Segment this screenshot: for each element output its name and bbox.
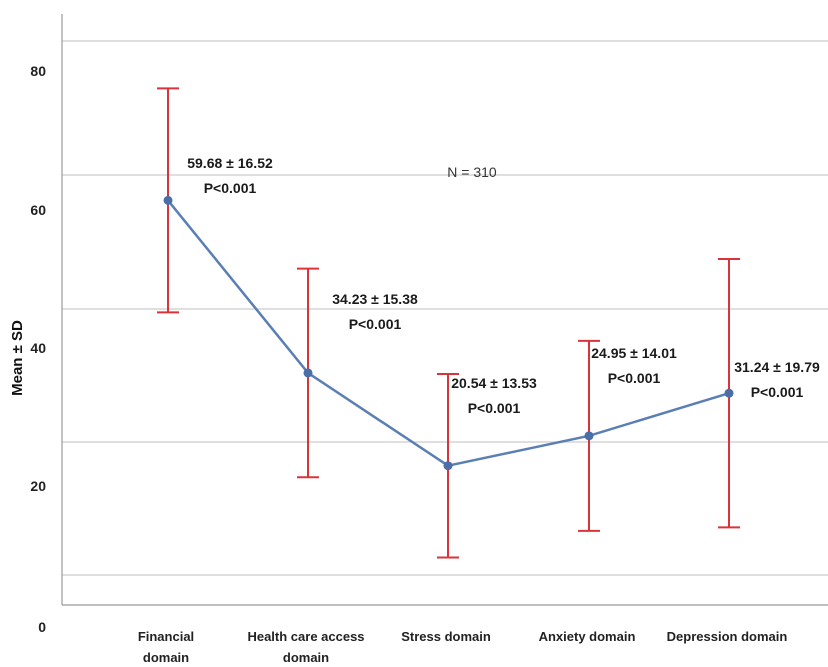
mean-point	[584, 431, 594, 441]
y-tick-label: 20	[30, 478, 46, 494]
y-tick-label: 80	[30, 63, 46, 79]
mean-point	[303, 368, 313, 378]
mean-sd-label: 24.95 ± 14.01	[591, 345, 677, 361]
sample-size-annotation: N = 310	[447, 164, 497, 180]
x-category-label: domain	[143, 650, 189, 665]
mean-point	[443, 461, 453, 471]
mean-point	[724, 388, 734, 398]
x-category-label: Health care access	[247, 629, 364, 644]
x-category-label: Depression domain	[667, 629, 788, 644]
x-tick-labels: Financial domain Health care access domain S…	[138, 629, 788, 665]
p-value-label: P<0.001	[751, 384, 804, 400]
value-annotations: 59.68 ± 16.52 P<0.001 34.23 ± 15.38 P<0.001…	[187, 155, 820, 416]
x-category-label: Financial	[138, 629, 194, 644]
gridlines	[62, 40, 828, 576]
mean-sd-label: 34.23 ± 15.38	[332, 291, 418, 307]
p-value-label: P<0.001	[349, 316, 402, 332]
x-category-label: Anxiety domain	[539, 629, 636, 644]
y-tick-label: 40	[30, 340, 46, 356]
p-value-label: P<0.001	[608, 370, 661, 386]
x-category-label: domain	[283, 650, 329, 665]
y-axis-label: Mean ± SD	[9, 320, 26, 396]
mean-sd-label: 59.68 ± 16.52	[187, 155, 273, 171]
axes	[61, 14, 828, 606]
mean-points	[163, 195, 734, 471]
mean-point	[163, 195, 173, 205]
y-tick-label: 60	[30, 202, 46, 218]
y-tick-labels: 0 20 40 60 80	[30, 63, 46, 635]
p-value-label: P<0.001	[204, 180, 257, 196]
y-tick-label: 0	[38, 619, 46, 635]
p-value-label: P<0.001	[468, 400, 521, 416]
mean-sd-label: 20.54 ± 13.53	[451, 375, 537, 391]
x-category-label: Stress domain	[401, 629, 491, 644]
mean-sd-label: 31.24 ± 19.79	[734, 359, 820, 375]
